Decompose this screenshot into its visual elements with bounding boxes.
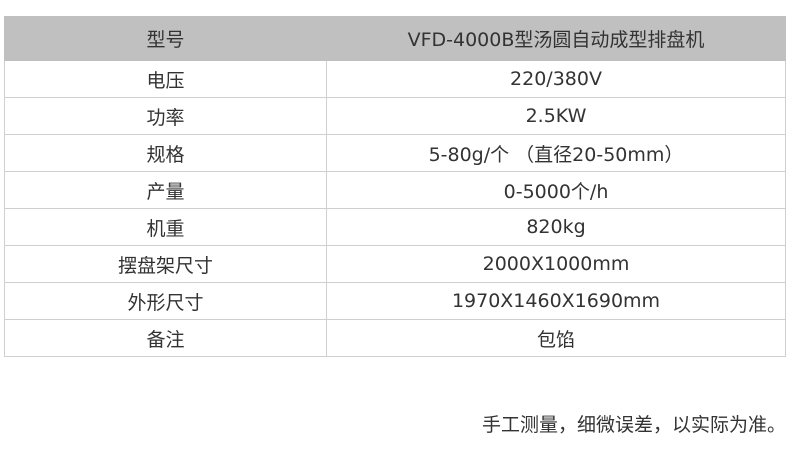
row-value: 820kg (326, 208, 786, 246)
row-value: 220/380V (326, 60, 786, 98)
row-key: 外形尺寸 (4, 282, 327, 320)
row-value: 5-80g/个 （直径20-50mm） (326, 134, 786, 172)
header-key: 型号 (4, 16, 327, 61)
table-row: 电压 220/380V (4, 60, 786, 98)
table-row: 功率 2.5KW (4, 97, 786, 135)
table-row: 外形尺寸 1970X1460X1690mm (4, 282, 786, 320)
table-row: 摆盘架尺寸 2000X1000mm (4, 245, 786, 283)
row-value: 1970X1460X1690mm (326, 282, 786, 320)
measurement-note: 手工测量，细微误差，以实际为准。 (481, 414, 786, 436)
row-key: 摆盘架尺寸 (4, 245, 327, 283)
header-value: VFD-4000B型汤圆自动成型排盘机 (326, 16, 786, 61)
table-header-row: 型号 VFD-4000B型汤圆自动成型排盘机 (4, 16, 786, 61)
table-row: 产量 0-5000个/h (4, 171, 786, 209)
table-row: 备注 包馅 (4, 319, 786, 357)
row-key: 规格 (4, 134, 327, 172)
row-key: 机重 (4, 208, 327, 246)
table-row: 机重 820kg (4, 208, 786, 246)
spec-table: 型号 VFD-4000B型汤圆自动成型排盘机 电压 220/380V 功率 2.5K… (4, 16, 786, 357)
row-key: 功率 (4, 97, 327, 135)
row-value: 0-5000个/h (326, 171, 786, 209)
row-value: 2.5KW (326, 97, 786, 135)
row-value: 包馅 (326, 319, 786, 357)
row-value: 2000X1000mm (326, 245, 786, 283)
row-key: 备注 (4, 319, 327, 357)
table-row: 规格 5-80g/个 （直径20-50mm） (4, 134, 786, 172)
row-key: 电压 (4, 60, 327, 98)
row-key: 产量 (4, 171, 327, 209)
